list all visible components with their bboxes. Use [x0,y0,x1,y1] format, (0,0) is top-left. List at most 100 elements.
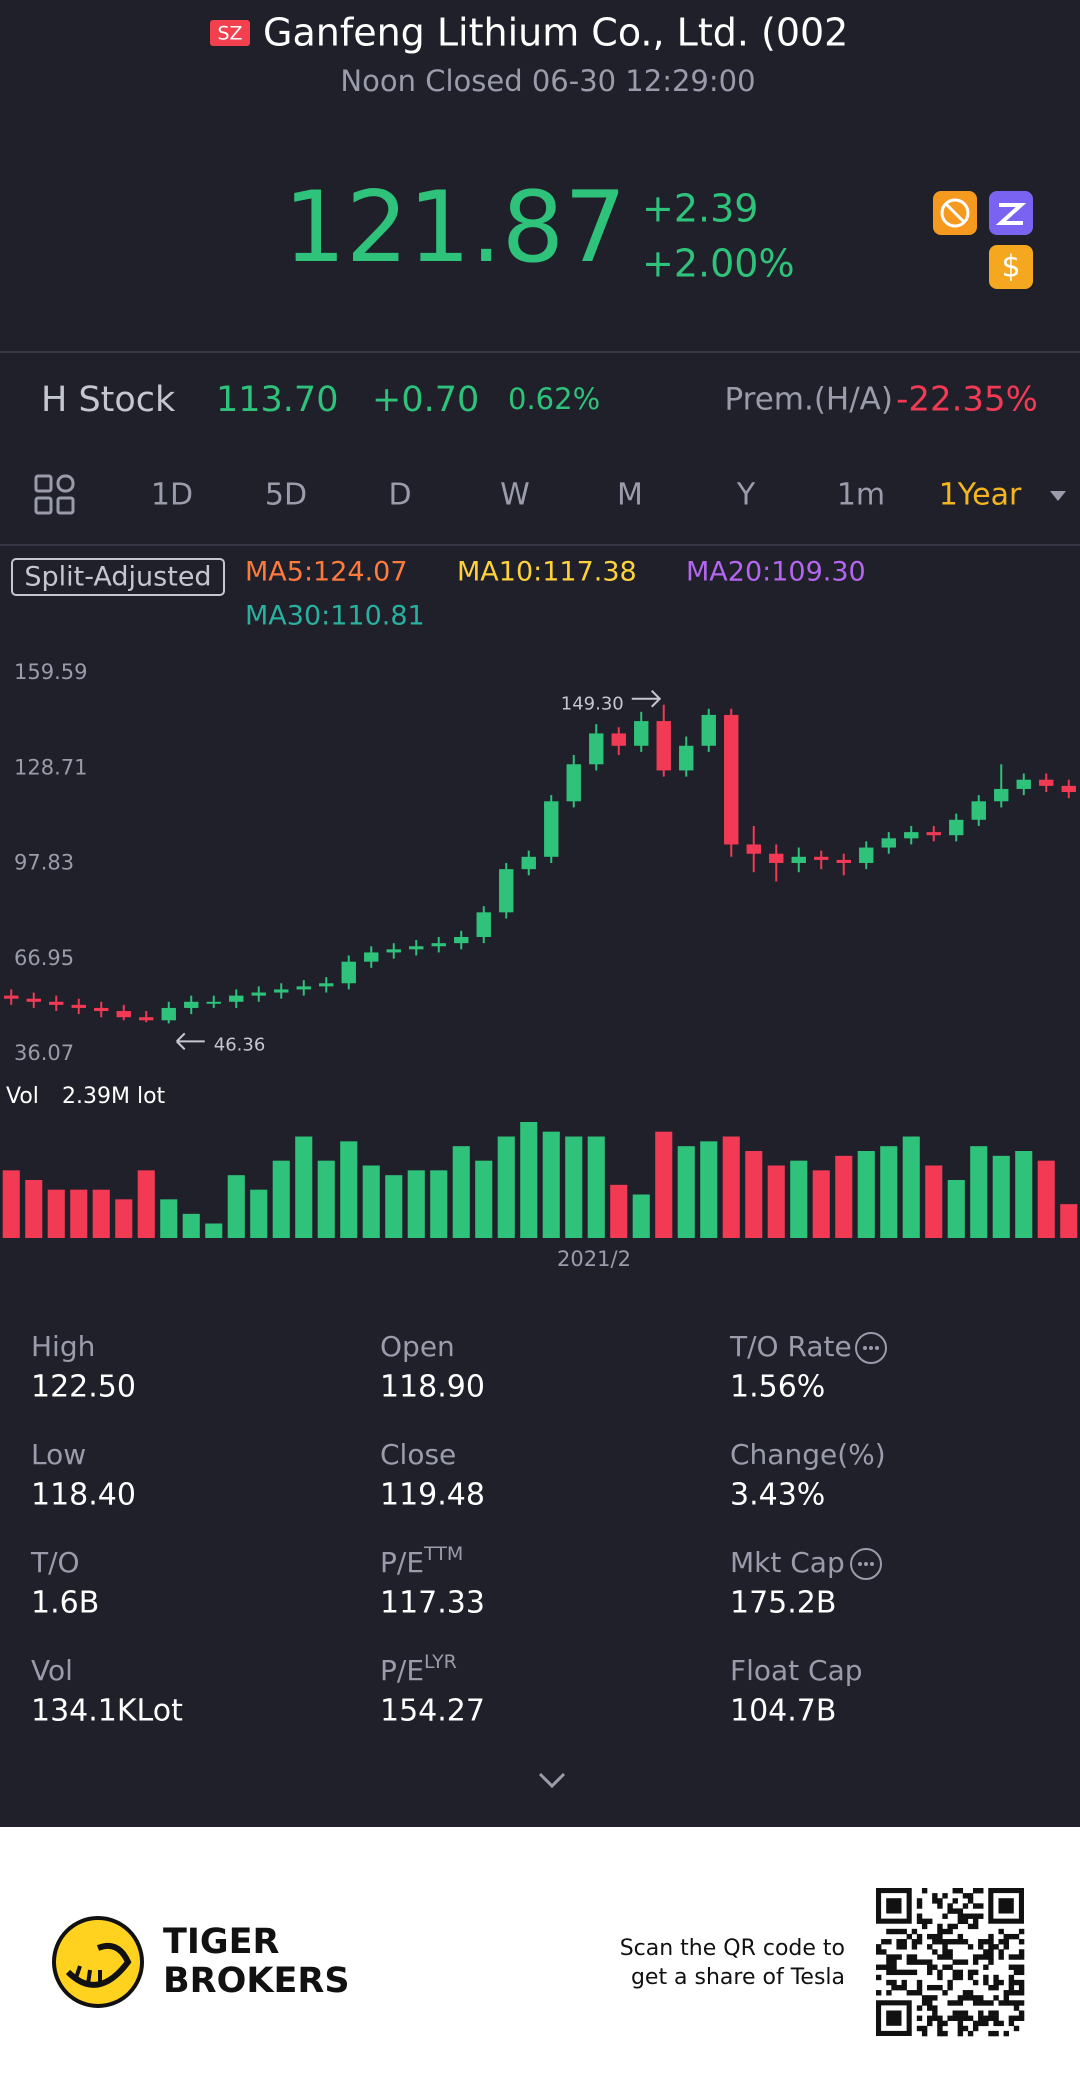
stock-title: Ganfeng Lithium Co., Ltd. (002460 [263,11,921,55]
qr-module [972,1995,979,2001]
stat-value: 154.27 [380,1694,485,1729]
volume-bar [430,1170,448,1238]
volume-bar [362,1165,380,1238]
qr-module [967,1995,974,2001]
candle-body [1016,779,1031,789]
qr-module [952,1959,958,1965]
volume-bar [565,1136,583,1238]
qr-module [901,1928,907,1935]
stat-label-text: Open [380,1330,455,1363]
info-dot [869,1346,873,1350]
qr-module [1013,1990,1020,1996]
qr-module [921,2030,928,2037]
candle-body [634,721,649,746]
qr-module [921,1888,928,1894]
adjust-label[interactable]: Split-Adjusted [24,562,211,593]
qr-module [967,2015,974,2021]
market-status: Noon Closed 06-30 12:29:00 [340,64,755,98]
qr-module [1018,2000,1025,2006]
volume-bar [835,1155,853,1238]
qr-module [972,2025,979,2032]
qr-module [993,1995,999,2001]
candle-body [544,801,559,857]
icon-dollar[interactable] [989,245,1033,289]
volume-value: 2.39M lot [62,1084,166,1109]
volume-bar [70,1189,88,1238]
qr-module [1003,2000,1009,2006]
qr-module [906,1933,913,1940]
info-icon[interactable] [850,1548,882,1580]
qr-module [972,1918,979,1925]
qr-module [927,1984,933,1991]
volume-bar [722,1136,740,1238]
stat-value: 118.40 [31,1478,136,1513]
qr-module [896,1954,902,1960]
premium-value: -22.35% [896,380,1038,420]
qr-module [911,1969,918,1976]
volume-bar [160,1199,178,1238]
tab[interactable]: 1Year [939,478,1022,513]
tab[interactable]: W [500,478,530,513]
qr-module [1013,1964,1020,1970]
qr-module [1008,1990,1015,1996]
qr-module [932,1964,938,1970]
qr-module [972,2020,979,2027]
qr-module [972,1954,979,1960]
tab[interactable]: D [388,478,411,513]
volume-bar [767,1165,785,1238]
expand-chevron[interactable] [538,1772,566,1789]
qr-module [983,1954,989,1960]
volume-bar [992,1155,1010,1238]
qr-module [916,1979,923,1986]
price-change-pct: +2.00% [642,242,795,286]
dropdown-arrow[interactable] [1050,491,1066,501]
qr-module [911,1944,918,1950]
candle-body [904,832,919,839]
qr-module [942,1913,948,1919]
qr-module [911,1990,918,1996]
info-icon[interactable] [855,1332,887,1364]
qr-module [988,1933,994,1940]
qr-module [947,1984,953,1991]
stats-grid: High 122.50 Open 118.90 T/O Rate 1.56% Low 118.… [30,1330,887,1729]
qr-module [886,1964,892,1970]
candle-body [116,1011,131,1018]
brand-logo-glyph [65,1942,132,1988]
qr-module [1013,2025,1020,2032]
title-group: Ganfeng Lithium Co., Ltd. (002460 [263,11,921,55]
scan-text: get a share of Tesla [631,1965,845,1990]
qr-module [1018,1990,1025,1996]
volume-bar [947,1180,965,1238]
tab[interactable]: 1m [837,478,885,513]
qr-module [1013,1954,1020,1960]
qr-module [906,1959,913,1965]
qr-module [916,1984,923,1991]
last-price: 121.87 [284,171,627,285]
candle-body [679,745,694,771]
qr-module [1018,2010,1025,2016]
qr-module [927,1964,933,1970]
volume-bar [1015,1151,1033,1238]
tab[interactable]: 5D [265,478,307,513]
qr-module [932,1898,938,1904]
candle-body [724,714,739,845]
tab[interactable]: 1D [151,478,193,513]
brand-logo-glyph [74,1965,102,1985]
tab[interactable]: Y [736,478,756,513]
adjust-box[interactable] [11,558,225,596]
qr-module [957,1995,964,2001]
qr-module [916,2025,923,2032]
qr-module [942,1893,948,1899]
qr-module [927,1969,933,1976]
low-annotation: 46.36 [214,1034,266,1055]
qr-module [891,1954,897,1960]
info-dot [858,1562,862,1566]
stat-label: T/O Rate [729,1330,852,1363]
layout-icon[interactable] [34,474,75,515]
volume-bar [205,1223,223,1238]
volume-bar [1060,1204,1078,1238]
annotation-arrow [631,690,662,708]
tab[interactable]: M [617,478,643,513]
qr-module [1018,1954,1025,1960]
